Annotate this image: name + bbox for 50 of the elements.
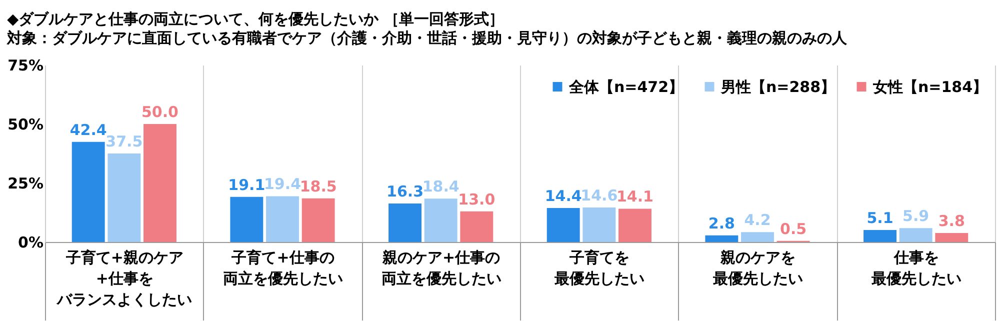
data-label: 3.8: [938, 212, 965, 230]
data-label: 0.5: [780, 220, 807, 238]
legend-label: 男性【n=288】: [720, 78, 836, 96]
data-label: 13.0: [458, 190, 496, 208]
bar: [108, 154, 141, 242]
bar: [899, 228, 932, 242]
data-label: 37.5: [106, 132, 143, 150]
bar: [144, 124, 176, 242]
legend-label: 全体【n=472】: [568, 78, 684, 96]
y-tick-label: 50%: [8, 116, 44, 134]
data-label: 19.4: [264, 175, 302, 194]
bar: [864, 230, 896, 242]
x-tick-label: 子育てを最優先したい: [554, 248, 645, 288]
y-tick-label: 25%: [8, 174, 44, 192]
data-label: 5.9: [902, 207, 930, 226]
data-label: 2.8: [708, 214, 735, 232]
legend-label: 女性【n=184】: [872, 78, 988, 96]
bar: [230, 196, 264, 242]
x-tick-label: 親のケア+仕事の両立を優先したい: [381, 248, 502, 288]
bar: [705, 235, 738, 242]
bar: [72, 142, 105, 242]
data-label: 14.4: [544, 187, 582, 206]
bar: [388, 204, 422, 242]
bar: [546, 208, 580, 242]
data-label: 42.4: [70, 120, 107, 139]
chart-title: ◆ダブルケアと仕事の両立について、何を優先したいか ［単一回答形式］: [7, 10, 504, 28]
data-label: 19.1: [228, 176, 266, 194]
bar: [935, 233, 968, 242]
data-label: 5.1: [866, 208, 894, 227]
bar: [302, 198, 335, 242]
bar: [266, 196, 299, 242]
bar: [460, 211, 494, 242]
data-label: 18.4: [422, 178, 460, 196]
data-label: 50.0: [141, 103, 178, 121]
chart-subtitle: 対象：ダブルケアに直面している有職者でケア（介護・介助・世話・援助・見守り）の対象が子どもと親・義理の親のみの人: [6, 29, 848, 47]
data-label: 18.5: [300, 177, 337, 196]
bar: [741, 232, 774, 242]
y-tick-label: 0%: [18, 234, 44, 252]
y-tick-label: 75%: [8, 56, 44, 74]
bar: [582, 208, 616, 242]
x-tick-label: 子育て+仕事の両立を優先したい: [223, 248, 343, 288]
data-label: 14.6: [580, 186, 618, 205]
bar: [424, 198, 458, 242]
data-label: 14.1: [616, 188, 654, 206]
data-label: 16.3: [386, 182, 424, 201]
x-tick-label: 仕事を最優先したい: [870, 248, 962, 288]
x-tick-label: 親のケアを最優先したい: [712, 248, 803, 288]
data-label: 4.2: [744, 211, 771, 230]
bar: [618, 208, 652, 242]
x-tick-label: 子育て+親のケア+仕事をバランスよくしたい: [56, 248, 192, 308]
